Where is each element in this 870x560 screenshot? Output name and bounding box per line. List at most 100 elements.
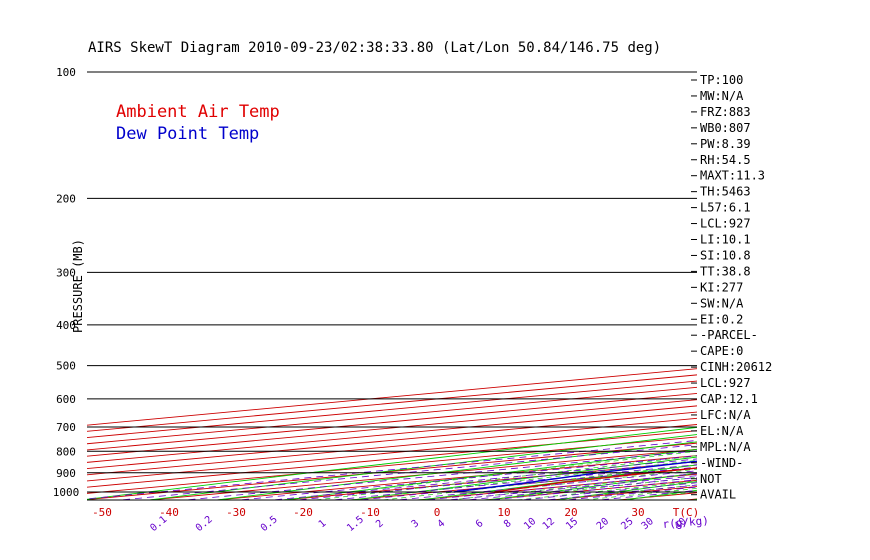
index-label: LFC:N/A — [700, 408, 751, 422]
bottom-temp-tick-label: 30 — [631, 506, 644, 519]
index-label: -PARCEL- — [700, 328, 758, 342]
pressure-tick-label: 400 — [56, 319, 76, 332]
mixing-ratio-line — [486, 479, 697, 500]
dewpoint-temp-line — [453, 460, 697, 493]
mixing-ratio-tick-label: 6 — [474, 518, 486, 530]
index-label: EI:0.2 — [700, 312, 743, 326]
mixing-ratio-line — [328, 464, 697, 500]
index-label: MPL:N/A — [700, 440, 751, 454]
moist-adiabat — [512, 480, 697, 500]
index-label: CAPE:0 — [700, 344, 743, 358]
isotherm-line — [87, 386, 697, 445]
isotherm-line — [87, 380, 697, 439]
isotherm-line — [345, 467, 697, 500]
mixing-ratio-line — [444, 475, 697, 500]
dry-adiabat — [416, 464, 697, 500]
temp-unit-label: T(C) — [673, 506, 700, 519]
mixing-ratio-tick-label: 0.2 — [194, 514, 215, 534]
bottom-temp-tick-label: -10 — [360, 506, 380, 519]
bottom-temp-tick-label: 20 — [564, 506, 577, 519]
isotherm-line — [87, 405, 697, 463]
mixing-ratio-tick-label: 8 — [502, 518, 514, 530]
mixing-ratio-tick-label: 1 — [317, 518, 329, 530]
dry-adiabat — [484, 472, 697, 500]
index-label: WB0:807 — [700, 121, 751, 135]
mixing-ratio-tick-label: 0.5 — [259, 514, 280, 534]
bottom-temp-tick-label: -20 — [293, 506, 313, 519]
dry-adiabat — [348, 456, 697, 500]
moist-adiabat — [278, 450, 697, 500]
index-label: TH:5463 — [700, 185, 751, 199]
moist-adiabat — [479, 476, 697, 500]
isotherm-line — [412, 473, 697, 500]
mixing-ratio-line — [292, 460, 697, 500]
series-layer — [453, 460, 697, 493]
mixing-ratio-tick-label: 10 — [522, 516, 538, 532]
pressure-tick-label: 1000 — [53, 486, 80, 499]
index-label: TT:38.8 — [700, 264, 751, 278]
index-label: L57:6.1 — [700, 201, 751, 215]
index-label: LI:10.1 — [700, 233, 751, 247]
isotherm-line — [743, 53, 870, 501]
legend-ambient: Ambient Air Temp — [116, 102, 280, 122]
bottom-temp-tick-label: 10 — [497, 506, 510, 519]
mixing-ratio-tick-label: 20 — [595, 516, 611, 532]
isotherm-line — [87, 411, 697, 470]
bottom-temp-tick-label: -40 — [159, 506, 179, 519]
index-label: EL:N/A — [700, 424, 744, 438]
index-label: TP:100 — [700, 73, 743, 87]
index-label: MAXT:11.3 — [700, 169, 765, 183]
index-label: NOT — [700, 472, 722, 486]
index-label: PW:8.39 — [700, 137, 751, 151]
mixing-ratio-tick-label: 2 — [374, 518, 386, 530]
moist-adiabat — [412, 468, 697, 500]
index-label: RH:54.5 — [700, 153, 751, 167]
isotherm-line — [278, 461, 697, 500]
bottom-temp-tick-label: -50 — [92, 506, 112, 519]
dry-adiabat — [280, 448, 697, 500]
mixing-unit-label: r(g/kg) — [662, 514, 709, 531]
pressure-tick-label: 700 — [56, 421, 76, 434]
pressure-tick-label: 300 — [56, 266, 76, 279]
isotherm-line — [87, 417, 697, 476]
pressure-tick-label: 800 — [56, 445, 76, 458]
bottom-temp-tick-label: 0 — [434, 506, 441, 519]
y-axis-label: PRESSURE (MB) — [71, 239, 85, 333]
index-label: SW:N/A — [700, 296, 744, 310]
isotherm-line — [87, 399, 697, 457]
isotherm-line — [87, 374, 697, 432]
index-label: AVAIL — [700, 488, 736, 502]
pressure-tick-label: 200 — [56, 192, 76, 205]
index-label: FRZ:883 — [700, 105, 751, 119]
mixing-ratio-tick-label: 3 — [410, 518, 422, 530]
dry-adiabat — [87, 426, 697, 500]
moist-adiabat — [445, 472, 697, 500]
mixing-ratio-line — [235, 455, 697, 500]
index-label: CAP:12.1 — [700, 392, 758, 406]
index-label: KI:277 — [700, 280, 743, 294]
mixing-ratio-tick-label: 4 — [436, 518, 448, 530]
bottom-temp-tick-label: -30 — [226, 506, 246, 519]
mixing-ratio-line — [116, 444, 697, 500]
isotherm-line — [211, 455, 697, 500]
dry-adiabat — [821, 53, 870, 501]
dry-adiabat — [145, 434, 697, 500]
legend-dewpoint: Dew Point Temp — [116, 124, 259, 144]
index-label: LCL:927 — [700, 376, 751, 390]
pressure-tick-label: 900 — [56, 467, 76, 480]
moist-adiabat — [345, 459, 697, 500]
dry-adiabat — [213, 441, 697, 500]
mixing-ratio-tick-label: 12 — [541, 516, 557, 532]
index-label: MW:N/A — [700, 89, 744, 103]
pressure-tick-label: 100 — [56, 66, 76, 79]
chart-title: AIRS SkewT Diagram 2010-09-23/02:38:33.8… — [88, 40, 661, 56]
index-label: CINH:20612 — [700, 360, 772, 374]
mixing-ratio-line — [87, 440, 697, 500]
stability-indices: TP:100 MW:N/A FRZ:883 WB0:807 PW:8.39 RH:54.5… — [691, 73, 772, 502]
index-label: -WIND- — [700, 456, 743, 470]
pressure-tick-label: 600 — [56, 393, 76, 406]
isotherm-line — [87, 393, 697, 451]
dry-adiabat — [753, 53, 870, 501]
